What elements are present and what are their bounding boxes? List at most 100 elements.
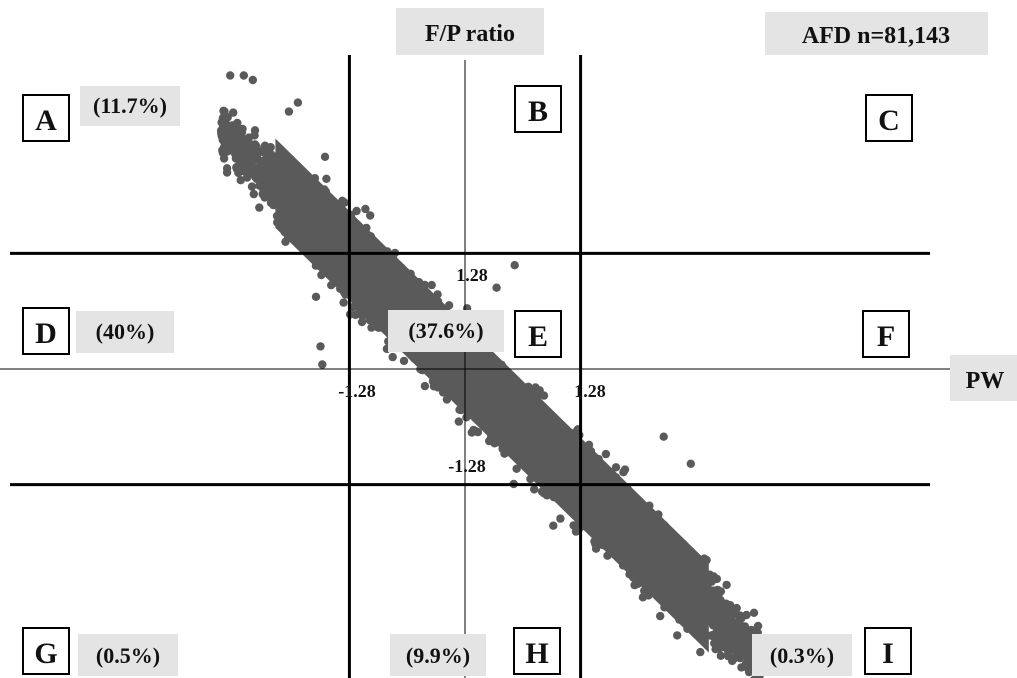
tick-label-y-lower: -1.28	[448, 456, 486, 476]
data-point	[281, 196, 290, 205]
data-point	[589, 502, 598, 511]
data-point	[660, 521, 669, 530]
data-point	[470, 406, 480, 415]
data-point	[237, 159, 247, 168]
data-point	[624, 556, 633, 566]
data-point	[374, 257, 383, 267]
data-point	[487, 389, 496, 398]
data-point	[420, 298, 429, 308]
data-point	[663, 596, 673, 605]
data-point	[699, 574, 709, 583]
data-point	[692, 596, 701, 606]
data-point	[351, 310, 360, 320]
data-point	[296, 204, 305, 213]
data-point	[305, 202, 314, 211]
outlier-point	[320, 152, 330, 161]
data-point	[552, 424, 561, 433]
data-point	[500, 434, 510, 443]
data-point	[338, 196, 347, 205]
data-point	[438, 388, 448, 397]
data-point	[523, 391, 532, 401]
data-point	[462, 413, 471, 422]
data-point	[406, 269, 415, 278]
data-point	[485, 436, 494, 446]
chart-title: AFD n=81,143	[802, 23, 950, 49]
data-point	[553, 432, 562, 442]
data-point	[477, 350, 486, 359]
data-point	[259, 171, 268, 181]
quadrant-b-box	[514, 85, 562, 133]
data-point	[463, 369, 472, 378]
outlier-point	[668, 586, 677, 595]
percent-g-bg	[78, 634, 178, 676]
data-point	[385, 288, 394, 297]
data-point	[596, 522, 606, 531]
data-point	[652, 549, 661, 558]
outlier-point	[352, 206, 361, 216]
data-point	[272, 211, 282, 221]
data-point	[396, 301, 405, 310]
data-point	[492, 430, 502, 440]
data-point	[753, 621, 763, 631]
outlier-point	[248, 75, 257, 85]
data-point	[725, 632, 735, 641]
data-point	[675, 556, 684, 565]
data-point	[624, 525, 633, 535]
data-point	[217, 129, 226, 138]
data-point	[512, 430, 521, 439]
data-point	[315, 256, 325, 266]
data-point	[497, 360, 506, 369]
ylabel-bg	[396, 8, 544, 55]
data-point	[518, 447, 528, 456]
data-point	[660, 528, 670, 537]
data-point	[500, 449, 509, 458]
outlier-point	[731, 626, 741, 636]
data-point	[494, 369, 503, 378]
data-point	[524, 382, 533, 391]
data-point	[410, 354, 419, 363]
data-point	[374, 323, 383, 332]
quadrant-label-a: A	[35, 104, 57, 137]
data-point	[601, 449, 611, 459]
data-point	[244, 168, 254, 177]
quadrant-f-box	[862, 310, 910, 358]
outlier-point	[700, 554, 709, 563]
outlier-point	[316, 342, 325, 351]
data-point	[525, 425, 534, 434]
data-point	[310, 174, 320, 183]
data-point	[549, 521, 558, 530]
data-point	[443, 355, 452, 365]
data-point	[625, 570, 634, 579]
data-point	[737, 663, 746, 672]
data-point	[276, 219, 285, 228]
data-point	[255, 203, 264, 212]
data-point	[429, 354, 438, 363]
data-point	[722, 580, 731, 590]
data-point	[540, 434, 549, 443]
data-point	[702, 589, 711, 598]
data-point	[498, 379, 507, 388]
outlier-point	[659, 432, 668, 441]
data-point	[367, 323, 376, 332]
data-point	[611, 473, 621, 482]
data-point	[227, 121, 237, 130]
data-point	[534, 391, 543, 400]
data-point	[592, 495, 602, 504]
data-point	[537, 442, 546, 452]
data-point	[642, 558, 652, 567]
data-point	[354, 268, 363, 278]
data-point	[590, 537, 599, 546]
data-point	[706, 631, 716, 640]
data-point	[327, 281, 336, 290]
data-point	[693, 568, 702, 578]
data-point	[300, 214, 309, 223]
quadrant-a-box	[22, 94, 70, 142]
data-point	[538, 402, 547, 411]
data-point	[628, 519, 637, 528]
data-point	[433, 301, 442, 310]
x-axis-label: PW	[966, 368, 1005, 394]
data-point	[716, 651, 725, 660]
data-point	[399, 356, 409, 366]
outlier-point	[492, 283, 501, 292]
data-point	[467, 397, 476, 407]
